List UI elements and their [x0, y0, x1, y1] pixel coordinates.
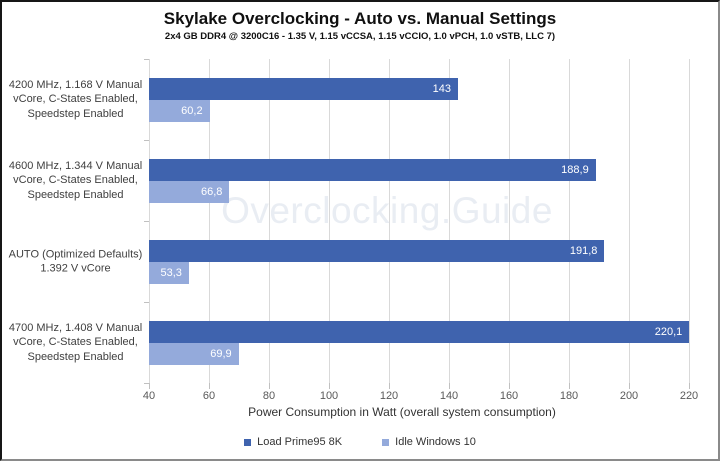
legend-label: Idle Windows 10: [395, 436, 476, 448]
bar-value-label: 188,9: [561, 163, 589, 176]
x-tick-label: 100: [319, 390, 339, 402]
bar-value-label: 69,9: [210, 347, 232, 360]
bar-load: 191,8: [149, 239, 605, 262]
x-tick-mark: [209, 383, 210, 389]
x-tick-label: 200: [619, 390, 639, 402]
gridline: [329, 59, 330, 383]
x-tick-mark: [449, 383, 450, 389]
plot-area: 143 60,2 188,9 66,8 191,8 53,3 220,1 69,9: [149, 59, 690, 383]
bar-idle: 53,3: [149, 261, 189, 284]
bar-value-label: 191,8: [569, 244, 598, 257]
y-axis-tick-mark: [144, 59, 149, 60]
bar-idle: 60,2: [149, 99, 210, 122]
gridline: [509, 59, 510, 383]
bar-idle: 69,9: [149, 342, 239, 365]
x-tick-mark: [629, 383, 630, 389]
x-tick-label: 120: [379, 390, 399, 402]
x-tick-label: 80: [262, 390, 276, 402]
bar-value-label: 143: [432, 82, 451, 95]
x-tick-label: 160: [499, 390, 519, 402]
gridline: [689, 59, 690, 383]
gridline: [149, 59, 150, 383]
x-tick-mark: [389, 383, 390, 389]
bar-value-label: 220,1: [654, 325, 683, 338]
gridline: [389, 59, 390, 383]
y-axis-tick-mark: [144, 140, 149, 141]
gridline: [569, 59, 570, 383]
y-axis-tick-mark: [144, 221, 149, 222]
category-label: 4200 MHz, 1.168 V Manual vCore, C-States…: [8, 78, 143, 120]
legend-item: Load Prime95 8K: [244, 436, 342, 448]
legend: Load Prime95 8K Idle Windows 10: [2, 436, 718, 448]
chart-subtitle: 2x4 GB DDR4 @ 3200C16 - 1.35 V, 1.15 vCC…: [164, 31, 556, 42]
gridline: [629, 59, 630, 383]
category-axis-tick-marks: [144, 2, 149, 463]
legend-item: Idle Windows 10: [382, 436, 476, 448]
x-tick-mark: [329, 383, 330, 389]
bar-load: 143: [149, 77, 458, 100]
x-axis-label: Power Consumption in Watt (overall syste…: [248, 405, 556, 419]
x-tick-mark: [509, 383, 510, 389]
x-tick-label: 140: [439, 390, 459, 402]
bar-value-label: 53,3: [160, 266, 182, 279]
x-tick-label: 220: [679, 390, 699, 402]
category-label: 4600 MHz, 1.344 V Manual vCore, C-States…: [8, 159, 143, 201]
category-label: AUTO (Optimized Defaults) 1.392 V vCore: [8, 247, 143, 275]
category-label: 4700 MHz, 1.408 V Manual vCore, C-States…: [8, 321, 143, 363]
category-axis: 4200 MHz, 1.168 V Manual vCore, C-States…: [5, 2, 146, 463]
gridline: [449, 59, 450, 383]
bar-load: 220,1: [149, 320, 690, 343]
bar-load: 188,9: [149, 158, 596, 181]
legend-label: Load Prime95 8K: [257, 436, 343, 448]
gridline: [269, 59, 270, 383]
legend-swatch: [382, 438, 390, 446]
bar-idle: 66,8: [149, 180, 230, 203]
x-tick-mark: [569, 383, 570, 389]
x-tick-mark: [689, 383, 690, 389]
x-tick-label: 60: [202, 390, 216, 402]
bar-value-label: 60,2: [181, 104, 203, 117]
x-axis-tick-labels: 40 60 80 100 120 140 160 180 200 220: [143, 390, 698, 403]
x-tick-mark: [269, 383, 270, 389]
legend-swatch: [244, 438, 252, 446]
chart-title: Skylake Overclocking - Auto vs. Manual S…: [163, 9, 557, 28]
y-axis-tick-mark: [144, 302, 149, 303]
x-axis-tick-marks: [149, 383, 690, 389]
x-tick-label: 180: [559, 390, 579, 402]
y-axis-tick-mark: [144, 383, 149, 384]
bar-value-label: 66,8: [200, 185, 223, 198]
gridline: [209, 59, 210, 383]
x-tick-mark: [149, 383, 150, 389]
x-tick-label: 40: [142, 390, 156, 402]
